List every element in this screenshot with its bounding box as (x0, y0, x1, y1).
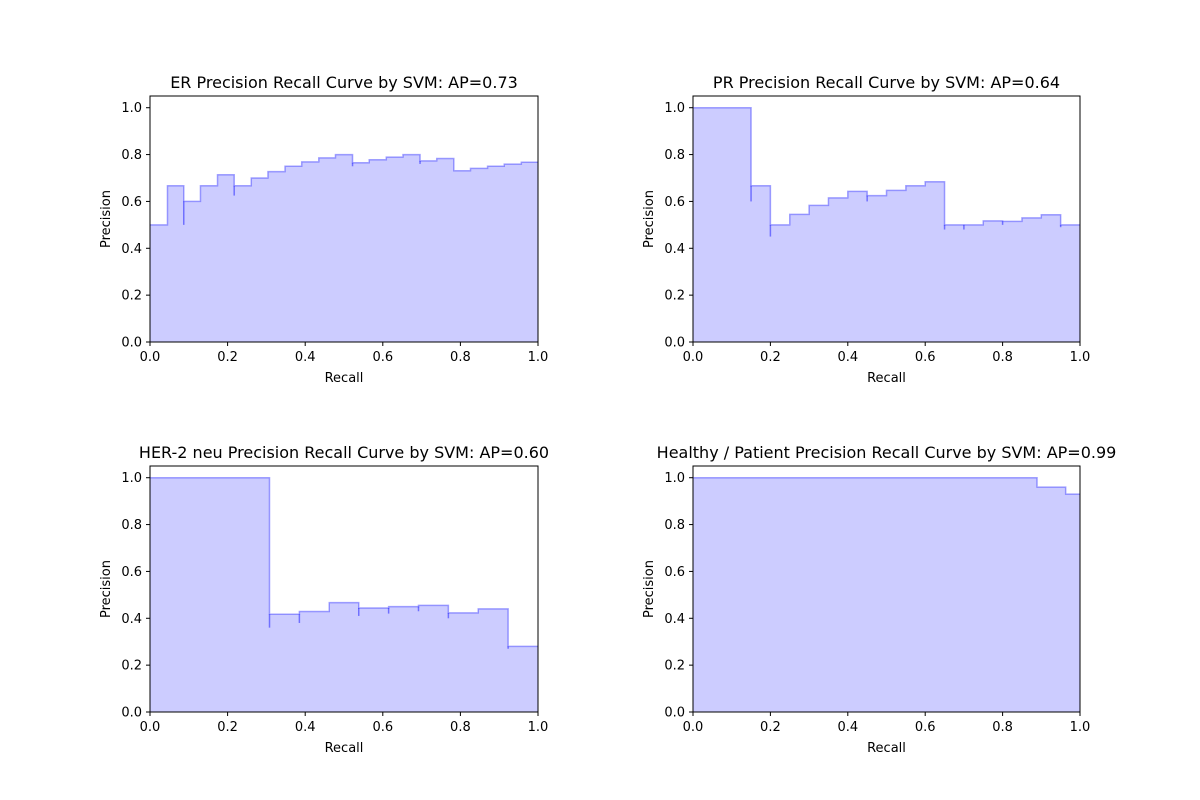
y-tick-label: 1.0 (121, 101, 142, 116)
y-axis-label: Precision (99, 190, 114, 248)
y-tick-label: 0.4 (121, 242, 142, 257)
x-axis-label: Recall (325, 741, 364, 756)
y-axis-label: Precision (99, 560, 114, 618)
x-tick-label: 0.0 (140, 350, 161, 365)
y-tick-label: 0.6 (121, 195, 142, 210)
subplot-healthy-patient: 0.0 0.2 0.4 0.6 0.8 1.0 0.0 0.2 0.4 0.6 0.8 1.0 Heal… (642, 443, 1116, 756)
x-axis-label: Recall (325, 371, 364, 386)
pr-step-line (150, 476, 538, 648)
y-tick-label: 0.0 (664, 336, 685, 351)
x-tick-label: 1.0 (1070, 350, 1091, 365)
y-tick-label: 0.2 (664, 289, 685, 304)
x-tick-label: 0.6 (372, 720, 393, 735)
x-tick-label: 0.6 (915, 350, 936, 365)
pr-area-fill (693, 477, 1080, 712)
axes-frame (149, 465, 539, 713)
y-tick-label: 1.0 (664, 101, 685, 116)
subplot-title: ER Precision Recall Curve by SVM: AP=0.7… (170, 73, 518, 92)
x-tick-label: 0.2 (217, 720, 238, 735)
y-tick-label: 0.6 (664, 565, 685, 580)
y-tick-label: 0.8 (121, 518, 142, 533)
y-tick-label: 1.0 (664, 471, 685, 486)
x-tick-label: 0.2 (760, 720, 781, 735)
x-tick-label: 0.2 (760, 350, 781, 365)
axes-frame (692, 465, 1081, 713)
x-tick-label: 0.8 (992, 720, 1013, 735)
pr-step-line (693, 476, 1080, 495)
y-tick-label: 0.0 (121, 336, 142, 351)
x-tick-label: 1.0 (528, 350, 549, 365)
y-tick-label: 0.6 (121, 565, 142, 580)
y-tick-label: 0.8 (664, 148, 685, 163)
pr-step-line (150, 153, 538, 226)
x-tick-label: 0.8 (450, 720, 471, 735)
axes-frame (149, 95, 539, 343)
x-tick-label: 0.8 (450, 350, 471, 365)
x-tick-label: 0.6 (915, 720, 936, 735)
x-axis-label: Recall (867, 741, 906, 756)
pr-area-fill (150, 154, 538, 342)
y-tick-label: 0.8 (664, 518, 685, 533)
subplot-pr: 0.0 0.2 0.4 0.6 0.8 1.0 0.0 0.2 0.4 0.6 0.8 1.0 PR P… (642, 73, 1090, 386)
y-axis-label: Precision (642, 560, 657, 618)
x-tick-label: 1.0 (528, 720, 549, 735)
x-tick-label: 0.0 (683, 350, 704, 365)
y-tick-label: 0.4 (664, 612, 685, 627)
x-tick-label: 0.4 (837, 350, 858, 365)
x-tick-label: 0.0 (140, 720, 161, 735)
subplot-title: Healthy / Patient Precision Recall Curve… (657, 443, 1117, 462)
x-tick-label: 0.4 (295, 350, 316, 365)
axes-frame (692, 95, 1081, 343)
subplot-title: HER-2 neu Precision Recall Curve by SVM:… (139, 443, 549, 462)
x-tick-label: 0.4 (295, 720, 316, 735)
y-tick-label: 0.4 (121, 612, 142, 627)
x-tick-label: 0.6 (372, 350, 393, 365)
x-tick-label: 0.4 (837, 720, 858, 735)
pr-area-fill (150, 477, 538, 712)
x-tick-label: 0.8 (992, 350, 1013, 365)
subplot-her2: 0.0 0.2 0.4 0.6 0.8 1.0 0.0 0.2 0.4 0.6 0.8 1.0 HER-… (99, 443, 549, 756)
x-axis-label: Recall (867, 371, 906, 386)
y-tick-label: 0.6 (664, 195, 685, 210)
y-tick-label: 0.2 (664, 659, 685, 674)
y-tick-label: 0.0 (664, 706, 685, 721)
subplot-title: PR Precision Recall Curve by SVM: AP=0.6… (713, 73, 1060, 92)
x-tick-label: 1.0 (1070, 720, 1091, 735)
y-tick-label: 1.0 (121, 471, 142, 486)
y-tick-label: 0.8 (121, 148, 142, 163)
y-tick-label: 0.0 (121, 706, 142, 721)
x-tick-label: 0.0 (683, 720, 704, 735)
y-tick-label: 0.2 (121, 659, 142, 674)
y-tick-label: 0.2 (121, 289, 142, 304)
pr-area-fill (693, 107, 1080, 342)
x-tick-label: 0.2 (217, 350, 238, 365)
subplot-er: 0.0 0.2 0.4 0.6 0.8 1.0 0.0 0.2 0.4 0.6 0.8 1.0 ER P… (99, 73, 548, 386)
y-axis-label: Precision (642, 190, 657, 248)
y-tick-label: 0.4 (664, 242, 685, 257)
pr-step-line (693, 106, 1080, 226)
